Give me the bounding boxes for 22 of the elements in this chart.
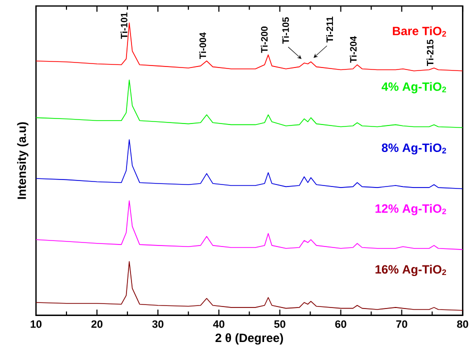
text: 12% Ag-TiO$_{2}$ xyxy=(376,204,446,216)
x-tick-label: 10 xyxy=(30,320,42,328)
x-tick-label: 50 xyxy=(274,320,286,328)
text: 16% Ag-TiO$_{2}$ xyxy=(376,264,446,276)
annotation: Ti-204 xyxy=(350,36,357,63)
text: 8% Ag-TiO$_{2}$ xyxy=(382,143,446,154)
x-tick-label: 70 xyxy=(396,320,408,328)
x-tick-label: 40 xyxy=(213,320,224,328)
annotation: Ti-105 xyxy=(282,17,289,44)
text: 4% Ag-TiO$_{2}$ xyxy=(382,82,446,94)
annotation: Ti-215 xyxy=(426,40,434,66)
annotation: Ti-101 xyxy=(120,12,128,39)
text: Bare TiO$_{2}$ xyxy=(392,26,446,37)
y-axis-title: Intensity (a.u) xyxy=(17,122,28,199)
x-tick-label: 20 xyxy=(91,320,102,328)
annotation: Ti-004 xyxy=(199,32,206,59)
x-axis-title: 2 θ (Degree) xyxy=(216,333,283,345)
annotation: Ti-211 xyxy=(326,16,333,43)
annotation: Ti-200 xyxy=(260,26,268,53)
x-tick-label: 30 xyxy=(152,320,164,328)
x-tick-label: 60 xyxy=(335,320,346,328)
x-tick-label: 80 xyxy=(457,320,468,328)
